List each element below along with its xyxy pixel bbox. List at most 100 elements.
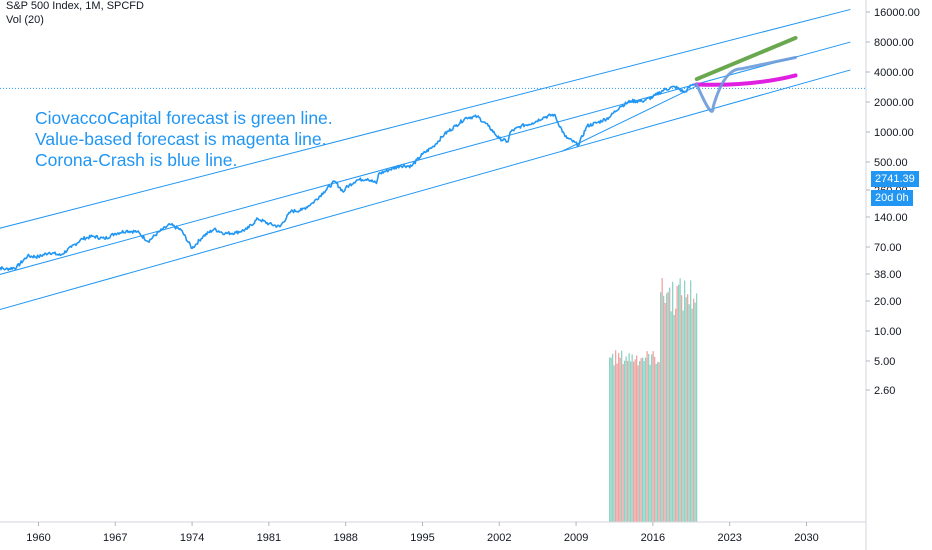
price-tick-label: 16000.00 xyxy=(874,7,920,19)
volume-bar xyxy=(684,280,686,522)
price-tick-label: 10.00 xyxy=(874,326,902,338)
channel-lines xyxy=(0,8,851,311)
volume-bar xyxy=(682,310,684,522)
volume-bar xyxy=(658,362,660,522)
volume-bar xyxy=(666,293,668,522)
time-tick-label: 1960 xyxy=(26,532,50,544)
volume-bar xyxy=(649,364,651,522)
volume-bar xyxy=(634,359,636,522)
volume-bar xyxy=(696,293,698,522)
volume-bar xyxy=(691,308,693,522)
countdown-badge: 20d 0h xyxy=(871,190,913,206)
volume-bar xyxy=(676,286,678,522)
volume-bar xyxy=(673,315,675,522)
last-price-badge: 2741.39 xyxy=(871,171,919,187)
price-tick-label: 8000.00 xyxy=(874,37,914,49)
time-tick-label: 1988 xyxy=(333,532,357,544)
volume-bar xyxy=(631,354,633,522)
volume-bar xyxy=(642,357,644,522)
green-forecast-line xyxy=(694,35,798,82)
volume-bar xyxy=(636,355,638,522)
time-tick-label: 2002 xyxy=(487,532,511,544)
volume-bar xyxy=(687,294,689,522)
volume-bar xyxy=(664,303,666,522)
volume-bar xyxy=(669,287,671,522)
volume-indicator-label[interactable]: Vol (20) xyxy=(6,14,44,26)
symbol-title[interactable]: S&P 500 Index, 1M, SPCFD xyxy=(6,0,144,12)
channel-line-1 xyxy=(0,8,851,229)
time-tick-label: 2016 xyxy=(641,532,665,544)
volume-bar xyxy=(643,360,645,522)
channel-line-3 xyxy=(0,69,851,311)
volume-bar xyxy=(652,351,654,522)
volume-bar xyxy=(616,363,618,522)
time-tick-label: 2009 xyxy=(564,532,588,544)
volume-bar xyxy=(657,361,659,522)
volume-bar xyxy=(624,360,626,522)
axes xyxy=(0,0,867,550)
volume-bar xyxy=(610,357,612,522)
volume-bar xyxy=(621,350,623,522)
volume-bar xyxy=(678,284,680,522)
time-tick-label: 1981 xyxy=(257,532,281,544)
volume-bar xyxy=(639,361,641,522)
volume-bar xyxy=(627,360,629,522)
volume-bar xyxy=(661,278,663,522)
volume-bar xyxy=(688,304,690,522)
volume-bar xyxy=(622,364,624,522)
price-tick-label: 4000.00 xyxy=(874,67,914,79)
volume-bar xyxy=(651,354,653,522)
volume-bar xyxy=(675,308,677,522)
time-axis-labels[interactable]: 1960 1967 1974 1981 1988 1995 2002 2009 2016 2023… xyxy=(26,522,819,544)
volume-bar xyxy=(612,353,614,522)
volume-bar xyxy=(618,352,620,522)
annotation-blue: Corona-Crash is blue line. xyxy=(35,150,238,170)
volume-bar xyxy=(667,291,669,522)
volume-bar xyxy=(660,292,662,522)
volume-bar xyxy=(648,354,650,522)
volume-bar xyxy=(646,351,648,522)
price-tick-label: 2.60 xyxy=(874,385,895,397)
volume-bar xyxy=(679,278,681,522)
support-trendline xyxy=(561,85,698,152)
volume-bar xyxy=(670,311,672,522)
volume-bar xyxy=(685,297,687,522)
volume-bar xyxy=(693,298,695,522)
volume-bar xyxy=(694,302,696,522)
price-tick-label: 500.00 xyxy=(874,157,908,169)
price-tick-label: 2000.00 xyxy=(874,97,914,109)
time-tick-label: 2023 xyxy=(717,532,741,544)
price-axis-labels[interactable]: 110000.0060000.0032000.0016000.008000.00… xyxy=(866,0,925,397)
volume-bar xyxy=(654,356,656,522)
time-tick-label: 2030 xyxy=(794,532,818,544)
channel-line-2 xyxy=(0,41,851,275)
price-tick-label: 5.00 xyxy=(874,356,895,368)
annotation-magenta: Value-based forecast is magenta line. xyxy=(35,129,327,149)
volume-bar xyxy=(633,361,635,522)
time-tick-label: 1967 xyxy=(103,532,127,544)
volume-bar xyxy=(625,356,627,522)
volume-bar xyxy=(645,357,647,522)
price-tick-label: 20.00 xyxy=(874,296,902,308)
volume-bar xyxy=(628,353,630,522)
price-series xyxy=(0,82,698,272)
volume-bar xyxy=(637,365,639,522)
price-tick-label: 140.00 xyxy=(874,212,908,224)
volume-bar xyxy=(640,358,642,522)
volume-bar xyxy=(690,280,692,522)
volume-bar xyxy=(630,361,632,522)
volume-bar xyxy=(613,365,615,522)
volume-bars xyxy=(609,278,698,522)
magenta-forecast-line xyxy=(694,73,798,87)
price-tick-label: 1000.00 xyxy=(874,127,914,139)
volume-bar xyxy=(619,357,621,522)
volume-bar xyxy=(681,295,683,522)
price-line xyxy=(0,82,698,272)
volume-bar xyxy=(655,364,657,522)
price-tick-label: 70.00 xyxy=(874,242,902,254)
volume-bar xyxy=(672,281,674,522)
corona-crash-line xyxy=(695,55,798,113)
annotation-green: CiovaccoCapital forecast is green line. xyxy=(35,108,333,128)
volume-bar xyxy=(609,357,611,522)
